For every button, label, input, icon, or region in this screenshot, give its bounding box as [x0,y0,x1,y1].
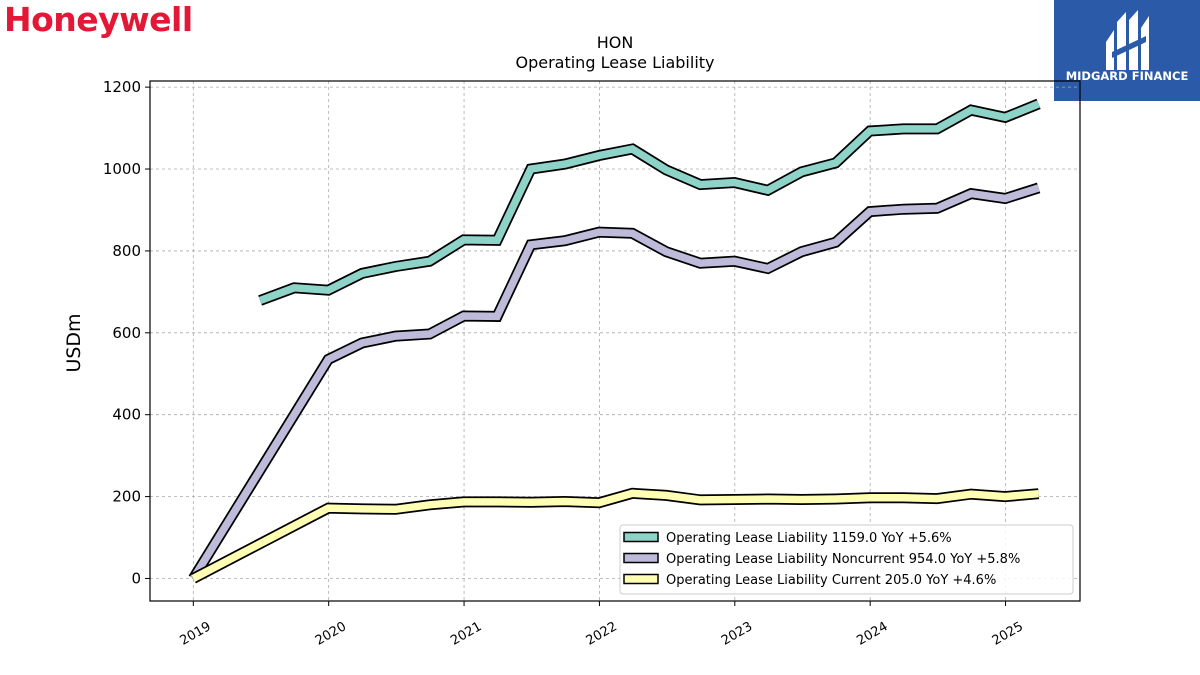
chart-title: HON [597,33,634,52]
series-line-3 [191,489,1039,582]
y-axis-label: USDm [63,313,85,372]
x-tick-label: 2024 [854,619,890,649]
x-tick-label: 2021 [448,619,484,649]
y-tick-label: 1000 [103,160,141,178]
legend-swatch [623,531,659,543]
legend: Operating Lease Liability 1159.0 YoY +5.… [619,524,1074,595]
legend-swatch [623,573,659,585]
y-tick-label: 0 [131,569,141,587]
y-tick-label: 600 [112,324,141,342]
y-tick-label: 1200 [103,78,141,96]
legend-label: Operating Lease Liability Current 205.0 … [666,573,996,588]
y-axis: 0 200 400 600 800 1000 1200 [103,78,150,587]
chart-subtitle: Operating Lease Liability [515,53,714,72]
series-lines [188,98,1041,584]
series-line-1 [258,100,1041,305]
midgard-finance-watermark: MIDGARD FINANCE [1054,0,1200,101]
y-tick-label: 200 [112,488,141,506]
series-line-2 [190,184,1040,581]
x-tick-label: 2023 [719,619,755,649]
series-outline-2 [188,182,1041,582]
x-tick-label: 2022 [584,619,620,649]
legend-swatch [623,552,659,564]
midgard-finance-text: MIDGARD FINANCE [1065,69,1189,83]
x-axis: 2019 2020 2021 2022 2023 2024 2025 [177,601,1026,649]
legend-label: Operating Lease Liability 1159.0 YoY +5.… [666,531,952,546]
x-tick-label: 2019 [177,619,213,649]
midgard-logo-icon [1106,10,1149,70]
x-tick-label: 2025 [990,619,1026,649]
legend-box [619,524,1074,595]
y-tick-label: 400 [112,406,141,424]
y-tick-label: 800 [112,242,141,260]
x-tick-label: 2020 [313,619,349,649]
legend-label: Operating Lease Liability Noncurrent 954… [666,552,1020,567]
honeywell-logo: Honeywell [4,0,193,39]
plot-frame [149,80,1081,602]
